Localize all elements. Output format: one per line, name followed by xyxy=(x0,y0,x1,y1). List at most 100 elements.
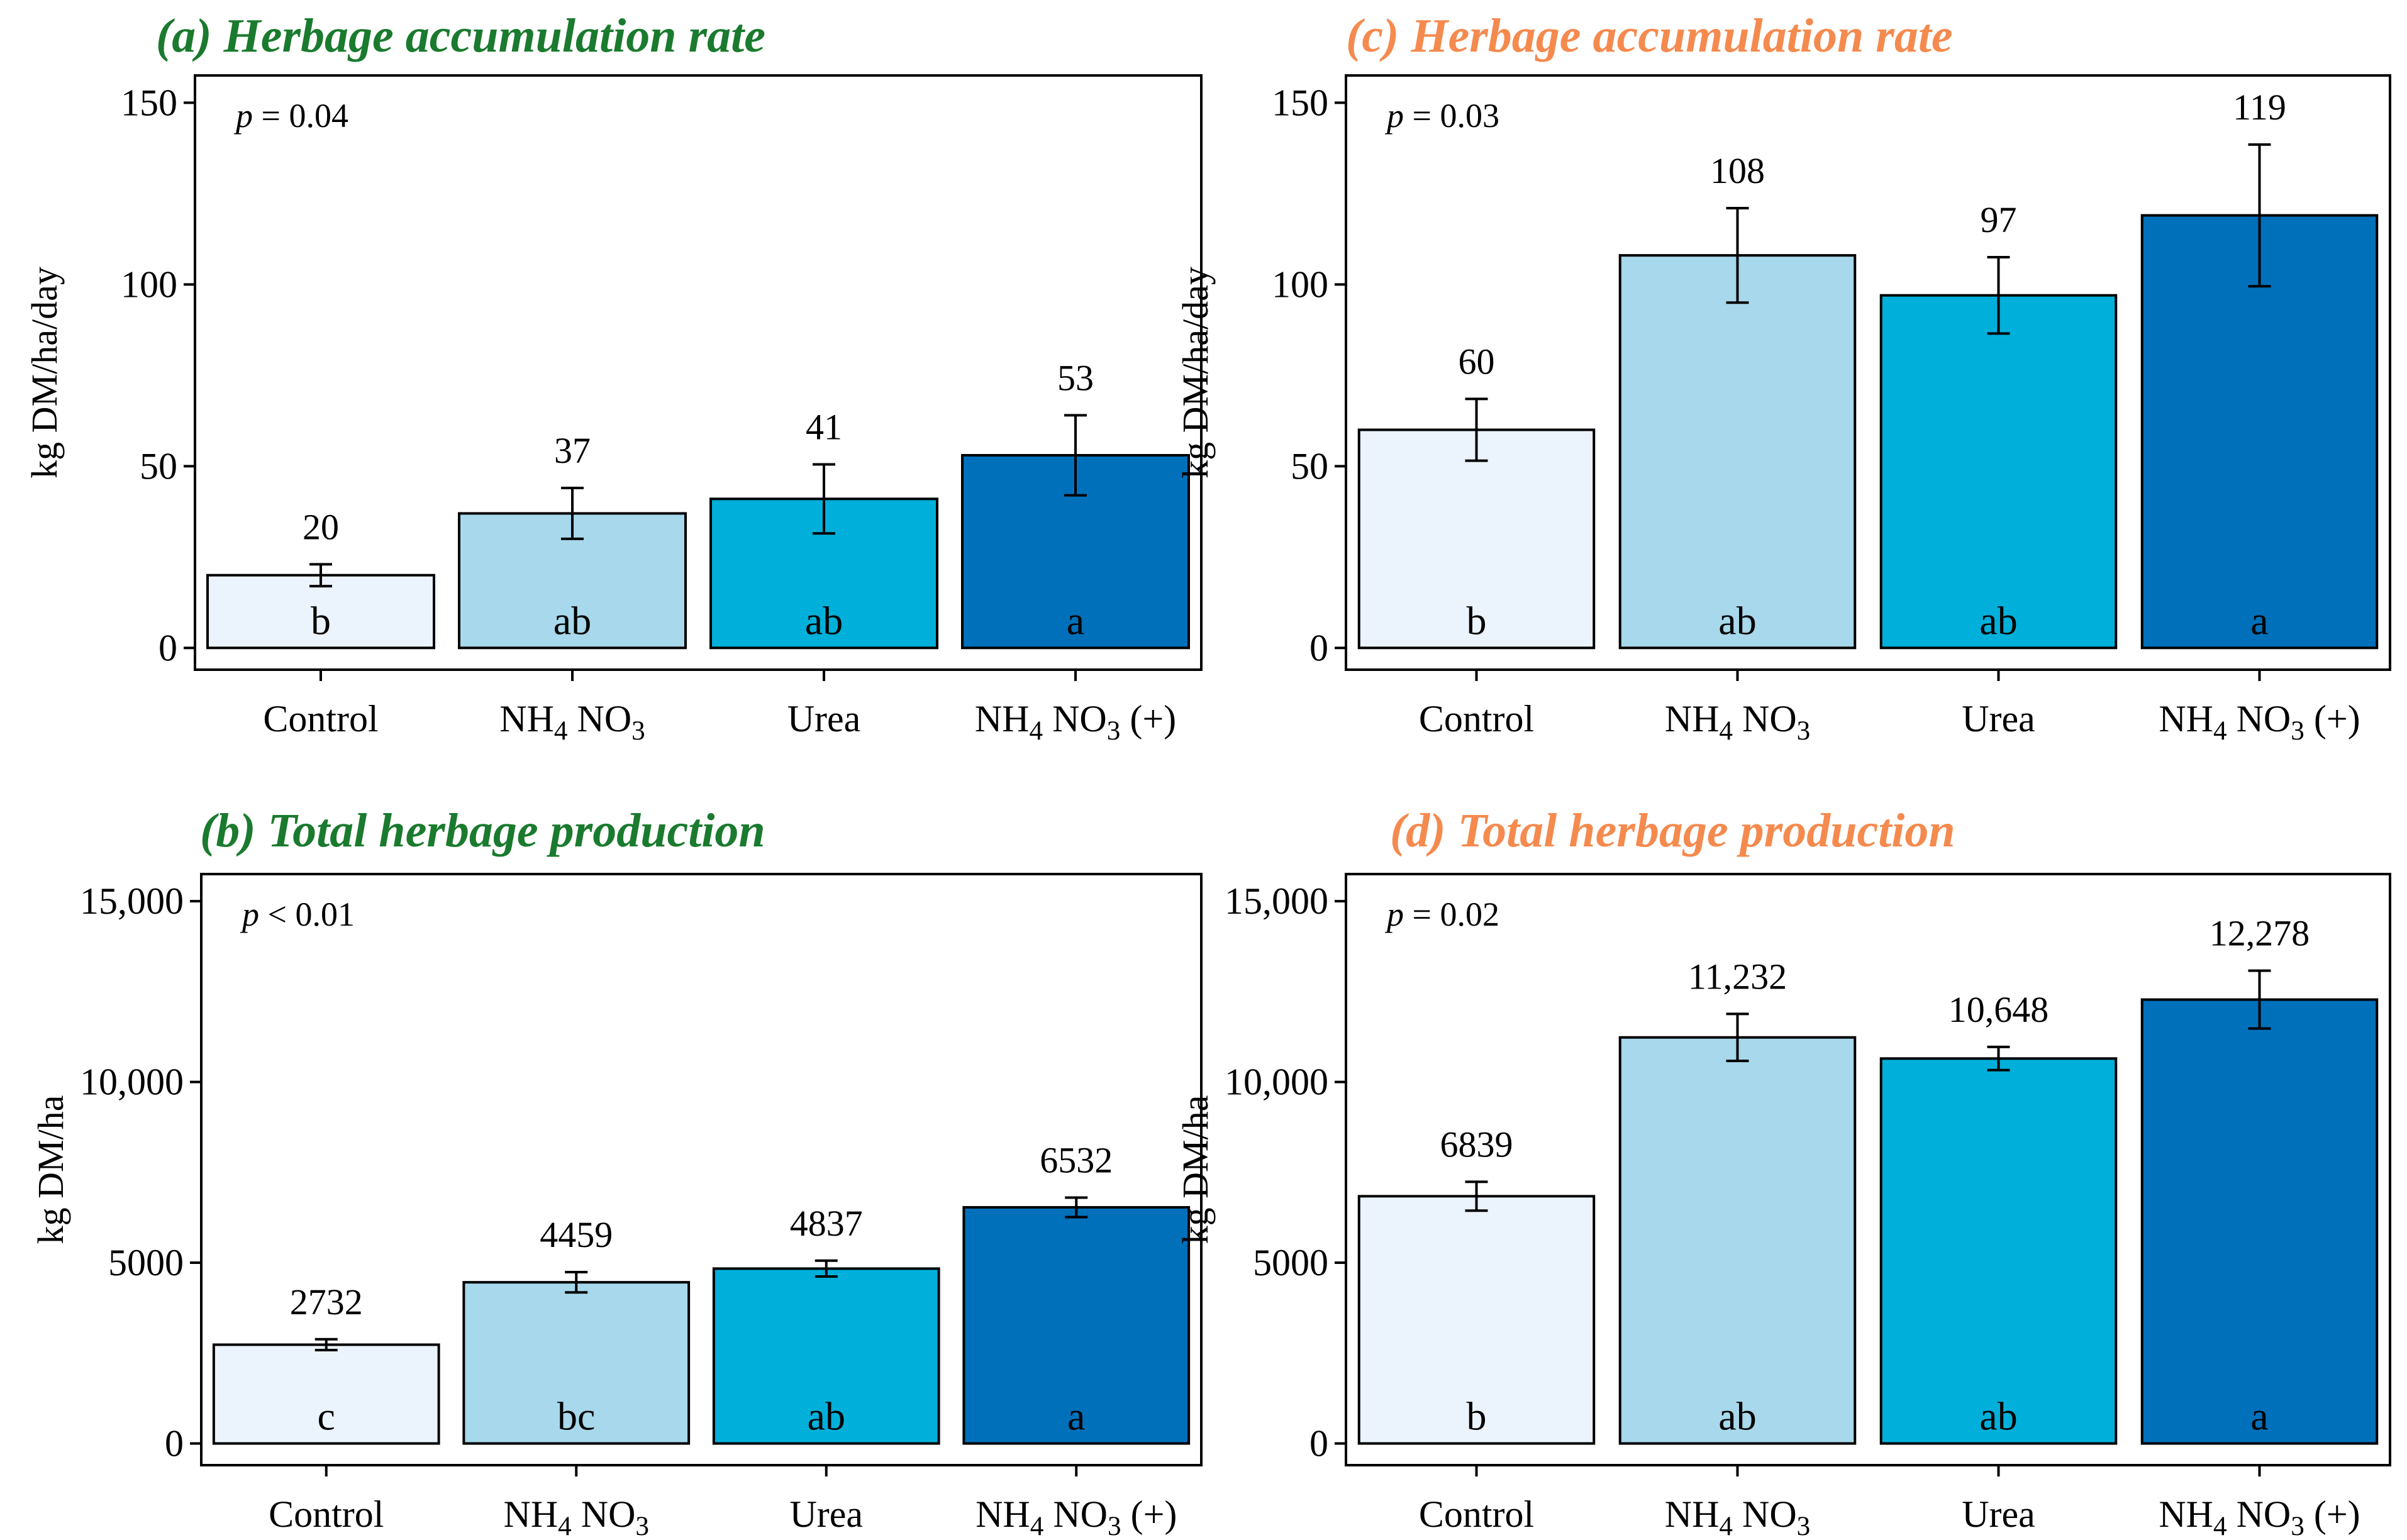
category-text: Control xyxy=(263,698,378,740)
x-tick-label: Urea xyxy=(789,1493,863,1535)
significance-letter: ab xyxy=(1979,598,2017,643)
y-axis-label: kg DM/ha/day xyxy=(1175,267,1216,479)
category-subscript: 3 xyxy=(2291,716,2304,746)
category-subscript: 3 xyxy=(635,1512,649,1537)
x-tick-label: Control xyxy=(1419,698,1534,740)
bar xyxy=(1618,1036,1857,1445)
category-text: (+) xyxy=(1121,1493,1177,1535)
y-tick-label: 50 xyxy=(1291,445,1328,487)
value-label: 4459 xyxy=(540,1214,613,1255)
p-value-label: p < 0.01 xyxy=(240,895,355,933)
bar xyxy=(962,1205,1191,1445)
panel-tag: (c) xyxy=(1346,9,1411,62)
bar xyxy=(212,1343,440,1445)
panel-d: (d) Total herbage production 0 5000 10,000 1… xyxy=(1175,804,2391,1540)
category-text: NO xyxy=(2227,1493,2291,1535)
significance-letter: ab xyxy=(808,1394,845,1439)
significance-letter: a xyxy=(1067,598,1084,643)
x-tick-label: Urea xyxy=(1962,1493,2035,1535)
significance-letter: c xyxy=(318,1394,335,1439)
value-label: 4837 xyxy=(790,1203,863,1244)
category-text: NH xyxy=(499,698,554,740)
category-text: NO xyxy=(1043,698,1107,740)
category-subscript: 4 xyxy=(1030,716,1043,746)
plot-frame xyxy=(1345,74,2391,671)
panel-tag: (d) xyxy=(1390,804,1458,857)
category-text: NO xyxy=(1043,1493,1108,1535)
category-text: NO xyxy=(2227,698,2291,740)
value-label: 41 xyxy=(806,406,842,447)
significance-letter: a xyxy=(2250,1394,2268,1439)
value-label: 11,232 xyxy=(1688,956,1787,997)
value-label: 37 xyxy=(554,430,591,471)
category-subscript: 4 xyxy=(558,1512,572,1537)
category-text: NO xyxy=(1733,698,1797,740)
category-subscript: 4 xyxy=(1719,1512,1733,1537)
plot-frame xyxy=(200,873,1203,1466)
category-text: NH xyxy=(2159,1493,2213,1535)
category-text: Control xyxy=(1419,1493,1534,1535)
significance-letter: ab xyxy=(1718,1394,1756,1439)
plot-frame xyxy=(194,74,1203,671)
y-axis-label: kg DM/ha xyxy=(1175,1095,1216,1244)
panel-title: (c) Herbage accumulation rate xyxy=(1346,9,1953,62)
x-tick-label: NH4 NO3 (+) xyxy=(976,1493,1177,1537)
y-tick-label: 50 xyxy=(140,445,177,487)
y-tick-label: 10,000 xyxy=(80,1061,184,1103)
value-label: 119 xyxy=(2233,87,2286,128)
y-tick-label: 5000 xyxy=(108,1242,184,1283)
y-tick-label: 5000 xyxy=(1253,1242,1328,1283)
p-value-label: p = 0.04 xyxy=(233,97,348,135)
y-axis-label: kg DM/ha xyxy=(30,1095,71,1244)
category-text: Urea xyxy=(789,1493,863,1535)
significance-letter: ab xyxy=(805,598,843,643)
category-subscript: 4 xyxy=(1719,716,1733,746)
x-tick-label: NH4 NO3 xyxy=(1665,698,1811,746)
bar xyxy=(1879,294,2118,650)
p-symbol: p xyxy=(1384,97,1404,135)
x-tick-label: NH4 NO3 xyxy=(1665,1493,1811,1537)
panel-title-text: Total herbage production xyxy=(1458,804,1955,857)
p-symbol: p xyxy=(240,895,259,933)
x-tick-label: NH4 NO3 xyxy=(499,698,645,746)
panel-a: (a) Herbage accumulation rate 0 50 100 150 kg… xyxy=(24,9,1203,746)
x-tick-label: Control xyxy=(263,698,378,740)
value-label: 60 xyxy=(1459,341,1495,382)
category-subscript: 4 xyxy=(2213,1512,2227,1537)
x-tick-label: Urea xyxy=(1962,698,2035,740)
x-tick-label: NH4 NO3 (+) xyxy=(2159,698,2360,746)
panel-title-text: Herbage accumulation rate xyxy=(223,9,765,62)
value-label: 20 xyxy=(303,506,339,547)
significance-letter: bc xyxy=(557,1394,595,1439)
y-tick-label: 15,000 xyxy=(80,880,184,922)
category-text: (+) xyxy=(2304,698,2360,740)
category-text: Control xyxy=(269,1493,384,1535)
bar xyxy=(712,1267,940,1445)
significance-letter: ab xyxy=(553,598,591,643)
x-tick-label: Control xyxy=(1419,1493,1534,1535)
category-text: Urea xyxy=(1962,698,2035,740)
p-value-label: p = 0.02 xyxy=(1384,895,1499,933)
y-tick-label: 150 xyxy=(121,82,177,123)
panel-tag: (b) xyxy=(200,804,268,857)
category-subscript: 3 xyxy=(1797,1512,1811,1537)
p-value-label: p = 0.03 xyxy=(1384,97,1499,135)
y-tick-label: 0 xyxy=(158,627,177,668)
category-subscript: 3 xyxy=(1107,716,1121,746)
significance-letter: b xyxy=(311,598,331,643)
category-text: NH xyxy=(1665,1493,1720,1535)
category-text: NH xyxy=(1665,698,1720,740)
category-subscript: 4 xyxy=(2213,716,2227,746)
value-label: 108 xyxy=(1710,150,1765,191)
p-symbol: p xyxy=(1384,895,1404,933)
category-text: Urea xyxy=(787,698,861,740)
y-tick-label: 0 xyxy=(1309,627,1328,668)
p-value: = 0.04 xyxy=(253,97,348,135)
p-symbol: p xyxy=(233,97,253,135)
plot-frame xyxy=(1345,873,2391,1466)
p-value: < 0.01 xyxy=(259,895,355,933)
y-axis-label: kg DM/ha/day xyxy=(24,267,65,479)
category-text: NO xyxy=(572,1493,636,1535)
significance-letter: ab xyxy=(1718,598,1756,643)
